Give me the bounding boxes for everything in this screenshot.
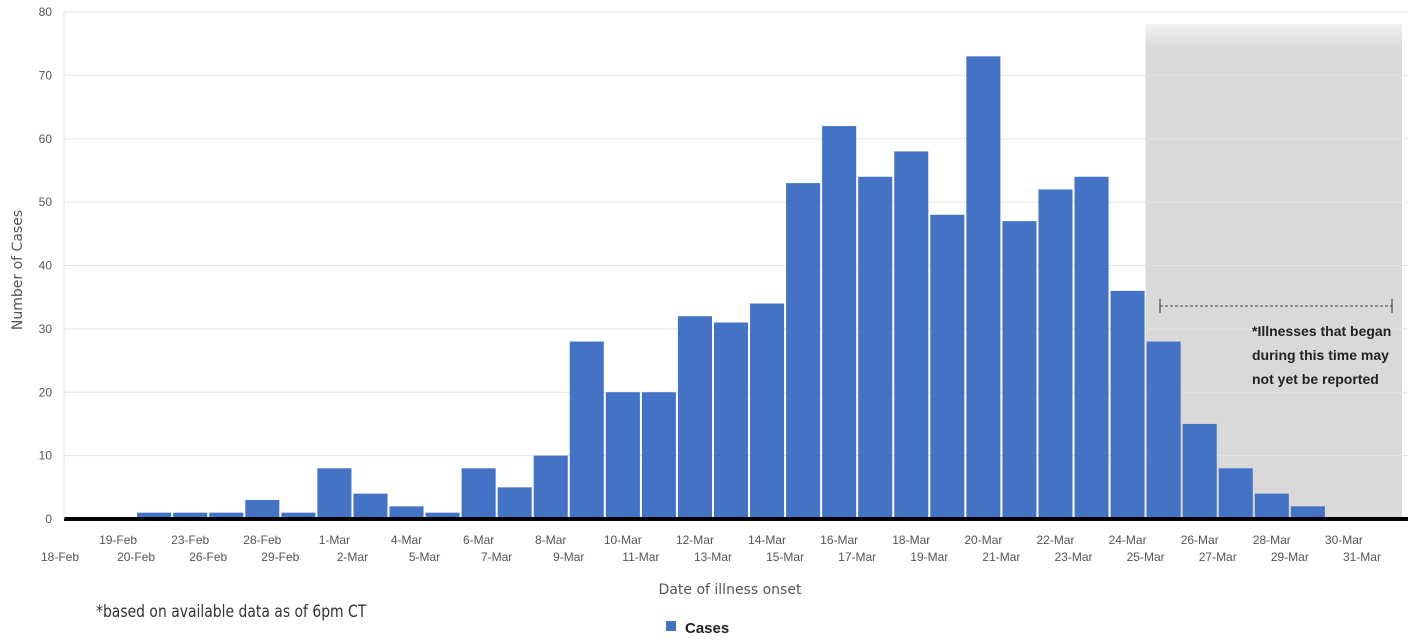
x-tick-label: 8-Mar — [535, 533, 566, 547]
bar — [137, 512, 172, 519]
x-axis-title: Date of illness onset — [659, 582, 802, 598]
x-tick-labels: 18-Feb 19-Feb 20-Feb 23-Feb 26-Feb 28-Feb 29-F… — [41, 533, 1381, 564]
x-tick-label: 27-Mar — [1199, 550, 1237, 564]
bar — [822, 126, 857, 519]
bar — [173, 512, 208, 519]
x-tick-label: 9-Mar — [553, 550, 584, 564]
y-tick-label: 30 — [39, 322, 53, 336]
y-axis-title: Number of Cases — [10, 210, 26, 330]
x-tick-label: 23-Feb — [171, 533, 209, 547]
x-tick-label: 29-Feb — [261, 550, 299, 564]
bar — [1182, 423, 1217, 519]
bar — [569, 341, 604, 519]
x-tick-label: 29-Mar — [1271, 550, 1309, 564]
bar — [1038, 189, 1073, 519]
y-tick-label: 0 — [45, 512, 52, 526]
bar — [858, 176, 893, 519]
x-tick-label: 6-Mar — [463, 533, 494, 547]
y-tick-label: 20 — [39, 385, 53, 399]
x-tick-label: 26-Mar — [1181, 533, 1219, 547]
bar — [209, 512, 244, 519]
bar — [497, 487, 532, 519]
x-tick-label: 28-Mar — [1253, 533, 1291, 547]
bar — [713, 322, 749, 519]
bar — [1002, 221, 1037, 519]
bar — [389, 506, 424, 519]
bar — [425, 512, 460, 519]
bar — [353, 493, 388, 519]
note-line-3: not yet be reported — [1252, 371, 1379, 387]
x-tick-label: 11-Mar — [622, 550, 659, 564]
y-tick-labels: 0 10 20 30 40 50 60 70 80 — [39, 5, 53, 526]
x-tick-label: 16-Mar — [820, 533, 858, 547]
bar — [786, 183, 821, 520]
legend: Cases — [666, 620, 729, 637]
bar — [1290, 506, 1325, 519]
x-tick-label: 2-Mar — [337, 550, 368, 564]
x-tick-label: 21-Mar — [982, 550, 1020, 564]
x-tick-label: 7-Mar — [481, 550, 512, 564]
x-tick-label: 22-Mar — [1036, 533, 1074, 547]
axes — [63, 12, 1408, 521]
bar — [281, 512, 316, 519]
bar — [1254, 493, 1289, 519]
x-tick-label: 1-Mar — [319, 533, 350, 547]
bars — [137, 56, 1325, 520]
bar — [1146, 341, 1181, 519]
x-tick-label: 20-Mar — [964, 533, 1002, 547]
x-tick-label: 17-Mar — [838, 550, 876, 564]
x-tick-label: 31-Mar — [1343, 550, 1381, 564]
bar — [641, 392, 676, 519]
bar — [533, 455, 568, 519]
bar — [750, 303, 785, 519]
x-tick-label: 12-Mar — [676, 533, 714, 547]
x-tick-label: 18-Feb — [41, 550, 79, 564]
bar — [1110, 290, 1145, 519]
bar — [605, 392, 640, 519]
bar — [317, 468, 352, 519]
x-tick-label: 25-Mar — [1127, 550, 1165, 564]
y-tick-label: 10 — [39, 449, 53, 463]
x-tick-label: 13-Mar — [694, 550, 732, 564]
legend-label-cases: Cases — [685, 620, 729, 637]
bar — [461, 468, 496, 519]
bar — [930, 214, 965, 520]
x-tick-label: 24-Mar — [1109, 533, 1147, 547]
bar — [677, 316, 712, 519]
x-tick-label: 14-Mar — [748, 533, 786, 547]
y-tick-label: 50 — [39, 195, 53, 209]
bar — [894, 151, 929, 520]
x-tick-label: 5-Mar — [409, 550, 440, 564]
x-tick-label: 10-Mar — [604, 533, 642, 547]
y-tick-label: 80 — [39, 5, 53, 19]
x-tick-label: 19-Mar — [910, 550, 948, 564]
y-tick-label: 70 — [39, 68, 53, 82]
x-tick-label: 26-Feb — [189, 550, 227, 564]
x-tick-label: 28-Feb — [243, 533, 281, 547]
bar — [966, 56, 1001, 520]
y-tick-label: 40 — [39, 259, 53, 273]
note-line-1: *Illnesses that began — [1252, 323, 1391, 339]
y-tick-label: 60 — [39, 132, 53, 146]
bar — [1218, 468, 1253, 519]
x-tick-label: 19-Feb — [99, 533, 137, 547]
bar — [1074, 176, 1109, 519]
legend-swatch-cases — [666, 621, 676, 631]
note-line-2: during this time may — [1252, 347, 1389, 363]
footnote: *based on available data as of 6pm CT — [96, 602, 367, 622]
x-tick-label: 20-Feb — [117, 550, 155, 564]
x-tick-label: 15-Mar — [766, 550, 804, 564]
x-tick-label: 23-Mar — [1055, 550, 1093, 564]
x-tick-label: 30-Mar — [1325, 533, 1363, 547]
x-tick-label: 4-Mar — [391, 533, 422, 547]
bar — [245, 499, 280, 519]
unreported-note: *Illnesses that began during this time m… — [1159, 299, 1393, 387]
x-tick-label: 18-Mar — [892, 533, 930, 547]
